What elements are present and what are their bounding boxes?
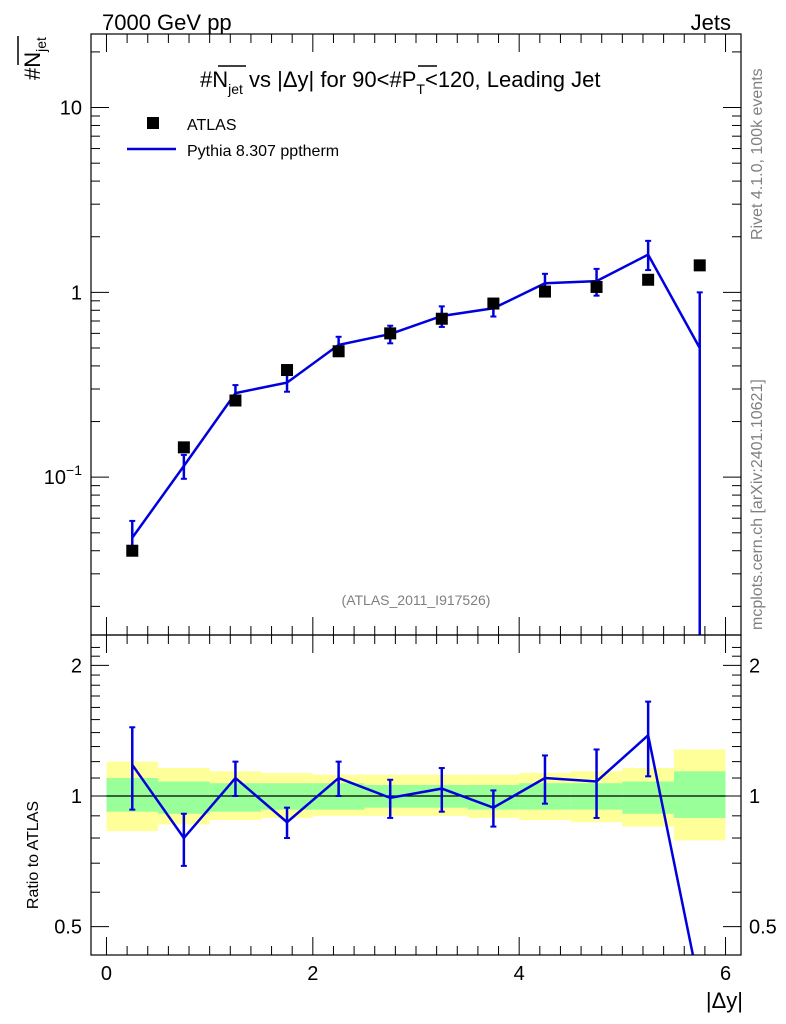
legend: ATLAS Pythia 8.307 pptherm bbox=[127, 117, 339, 160]
title-sub2: T bbox=[416, 81, 425, 97]
atlas-point bbox=[693, 259, 706, 272]
ratio-band-inner bbox=[622, 781, 674, 814]
main-ylabel-sub: jet bbox=[33, 37, 49, 53]
atlas-point bbox=[590, 280, 603, 293]
main-ytick-label: 10 bbox=[60, 98, 82, 120]
title-sub: jet bbox=[227, 81, 243, 97]
header-right: Jets bbox=[691, 10, 731, 35]
ratio-xtick-label: 2 bbox=[307, 963, 318, 985]
main-data-layer bbox=[126, 239, 706, 635]
mcplots-label: mcplots.cern.ch [arXiv:2401.10621] bbox=[749, 379, 766, 630]
rivet-label: Rivet 4.1.0, 100k events bbox=[749, 68, 766, 240]
ratio-ytick-label: 2 bbox=[71, 655, 82, 677]
ratio-panel: 0.5 0.5 1 1 2 2 0 2 4 6 bbox=[54, 634, 777, 985]
atlas-point bbox=[487, 297, 500, 310]
ratio-band-inner bbox=[158, 781, 210, 814]
main-ytick-label: 10−1 bbox=[44, 462, 82, 489]
ratio-ytick-label-right: 2 bbox=[749, 655, 760, 677]
ratio-band-inner bbox=[673, 771, 726, 818]
ratio-ytick-label-right: 1 bbox=[749, 786, 760, 808]
header-left: 7000 GeV pp bbox=[102, 10, 232, 35]
ratio-xtick-label: 4 bbox=[514, 963, 525, 985]
legend-label-pythia: Pythia 8.307 pptherm bbox=[187, 143, 339, 160]
main-ytick-label: 1 bbox=[71, 282, 82, 304]
legend-label-atlas: ATLAS bbox=[187, 117, 237, 134]
atlas-point bbox=[281, 364, 294, 377]
x-axis-label: |Δy| bbox=[706, 988, 743, 1013]
ratio-xtick-label: 6 bbox=[720, 963, 731, 985]
ratio-ytick-label: 0.5 bbox=[54, 917, 82, 939]
svg-text:#Njet vs |Δy| for 90<#PT<120,: #Njet vs |Δy| for 90<#PT<120, Leading Je… bbox=[200, 67, 601, 97]
ratio-xtick-label: 0 bbox=[101, 963, 112, 985]
main-ylabel: #Njet bbox=[17, 36, 49, 80]
ratio-mc-line bbox=[131, 732, 695, 956]
legend-marker-atlas bbox=[147, 117, 159, 129]
title-prefix: #N bbox=[200, 67, 228, 92]
atlas-point bbox=[384, 327, 397, 340]
atlas-point bbox=[332, 345, 345, 358]
chart-title: #Njet vs |Δy| for 90<#PT<120, Leading Je… bbox=[200, 65, 601, 97]
title-suffix: <120, Leading Jet bbox=[425, 67, 601, 92]
atlas-point bbox=[538, 285, 551, 298]
atlas-point bbox=[229, 394, 242, 407]
atlas-point bbox=[126, 544, 139, 557]
mc-line bbox=[131, 252, 701, 539]
ratio-bands bbox=[106, 749, 726, 841]
main-ylabel-main: #N bbox=[20, 52, 45, 80]
ratio-ylabel: Ratio to ATLAS bbox=[25, 801, 42, 909]
atlas-point bbox=[642, 273, 655, 286]
ratio-axes: 0.5 0.5 1 1 2 2 0 2 4 6 bbox=[54, 634, 777, 985]
ratio-data-layer bbox=[129, 700, 695, 956]
analysis-watermark: (ATLAS_2011_I917526) bbox=[342, 592, 491, 608]
title-middle: vs |Δy| for 90<#P bbox=[243, 67, 416, 92]
atlas-point bbox=[435, 312, 448, 325]
atlas-point bbox=[177, 441, 190, 454]
ratio-ytick-label-right: 0.5 bbox=[749, 917, 777, 939]
ratio-ytick-label: 1 bbox=[71, 786, 82, 808]
svg-text:#Njet: #Njet bbox=[20, 37, 49, 80]
